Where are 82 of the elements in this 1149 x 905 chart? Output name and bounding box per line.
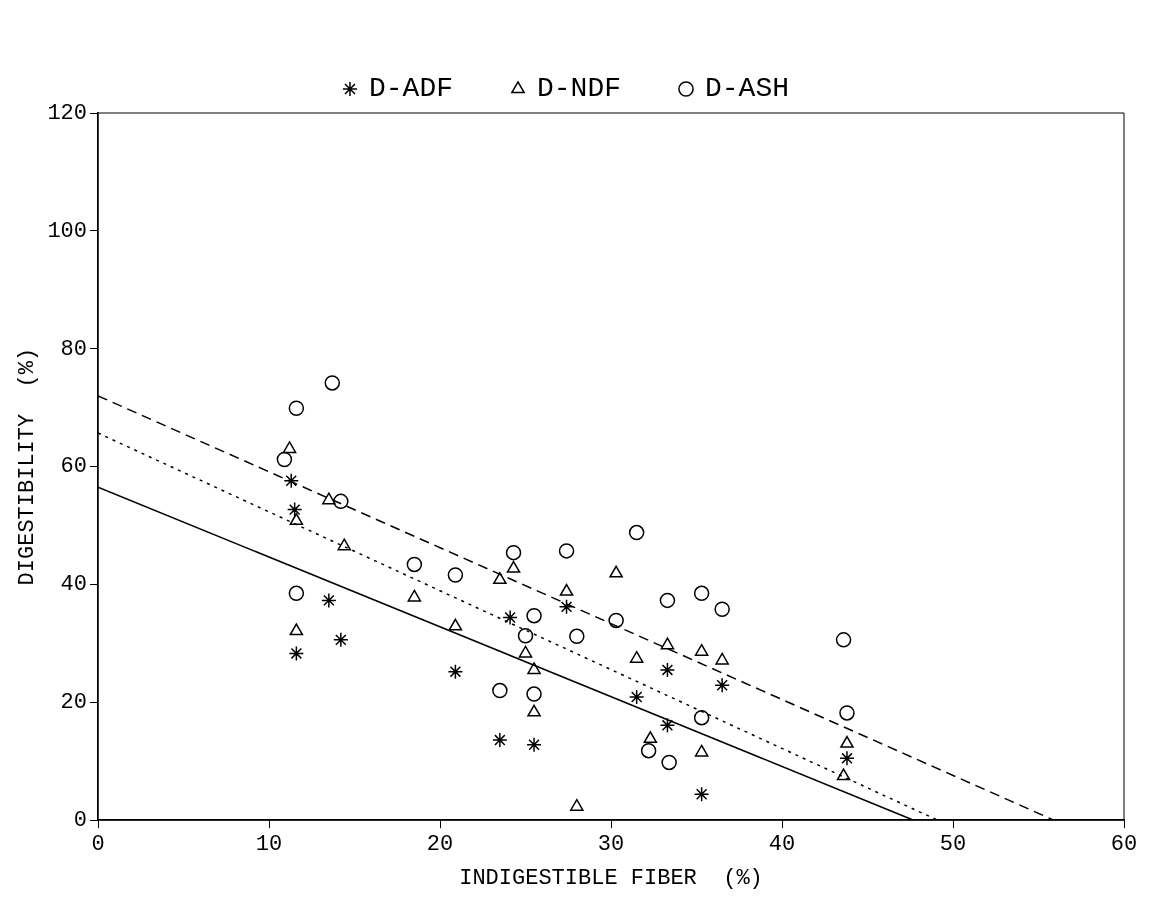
point: [493, 572, 507, 584]
point: [839, 705, 855, 721]
point: [659, 662, 676, 678]
point: [715, 652, 729, 665]
x-tick-label: 60: [1110, 832, 1138, 858]
point: [288, 585, 305, 602]
point: [526, 737, 542, 753]
point: [407, 589, 422, 602]
point: [506, 560, 521, 573]
point: [660, 637, 675, 650]
point: [659, 717, 676, 734]
x-tick-label: 30: [597, 832, 625, 858]
point: [289, 513, 304, 526]
point: [629, 650, 644, 663]
point: [289, 623, 304, 636]
point: [502, 609, 518, 626]
legend-label: D-ADF: [368, 73, 453, 105]
point: [694, 643, 709, 656]
point: [333, 632, 349, 648]
point: [839, 750, 855, 767]
point: [492, 682, 508, 699]
y-tick-label: 20: [60, 690, 88, 716]
point: [276, 451, 293, 468]
point: [321, 592, 337, 609]
x-tick-label: 40: [768, 832, 796, 858]
point: [282, 441, 297, 454]
x-tick-label: 50: [939, 832, 967, 858]
point: [628, 524, 645, 541]
y-tick-label: 100: [47, 218, 88, 244]
point: [840, 735, 854, 748]
x-axis-title: INDIGESTIBLE FIBER (%): [459, 865, 763, 891]
point: [492, 732, 508, 748]
point: [288, 400, 305, 417]
point: [526, 686, 542, 702]
y-tick-label: 0: [73, 808, 88, 834]
point: [286, 501, 303, 518]
legend-label: D-NDF: [536, 73, 622, 105]
point: [693, 585, 710, 602]
point: [558, 543, 575, 559]
point: [661, 754, 677, 771]
y-tick-label: 80: [60, 336, 88, 362]
point: [447, 663, 464, 680]
point: [714, 677, 730, 693]
point: [608, 612, 624, 629]
x-tick-label: 20: [426, 832, 454, 858]
point: [659, 592, 676, 609]
point: [628, 689, 645, 705]
point: [569, 628, 585, 645]
point: [835, 632, 852, 648]
point: [526, 607, 542, 624]
point: [609, 565, 623, 578]
point: [714, 601, 730, 617]
y-tick-label: 120: [47, 100, 88, 126]
point: [283, 472, 299, 489]
point: [558, 599, 575, 615]
point: [527, 662, 541, 675]
point: [693, 709, 710, 726]
point: [518, 645, 533, 658]
point: [333, 493, 349, 510]
point: [694, 744, 709, 757]
point: [505, 544, 522, 561]
point: [569, 798, 584, 811]
point: [640, 742, 657, 759]
point: [448, 618, 463, 631]
point: [322, 492, 336, 505]
point: [447, 567, 464, 583]
point: [693, 786, 710, 803]
point: [517, 627, 534, 644]
point: [324, 375, 341, 391]
x-tick-label: 0: [91, 832, 105, 858]
legend-label: D-ASH: [705, 73, 790, 105]
point: [643, 731, 658, 744]
point: [406, 556, 423, 573]
x-tick-label: 10: [255, 832, 283, 858]
y-axis-title: DIGESTIBILITY (%): [15, 347, 41, 586]
point: [337, 538, 352, 551]
point: [836, 768, 851, 781]
y-tick-label: 60: [60, 454, 88, 480]
y-tick-label: 40: [60, 572, 88, 598]
point: [288, 645, 305, 662]
point: [559, 583, 574, 596]
point: [527, 704, 541, 717]
